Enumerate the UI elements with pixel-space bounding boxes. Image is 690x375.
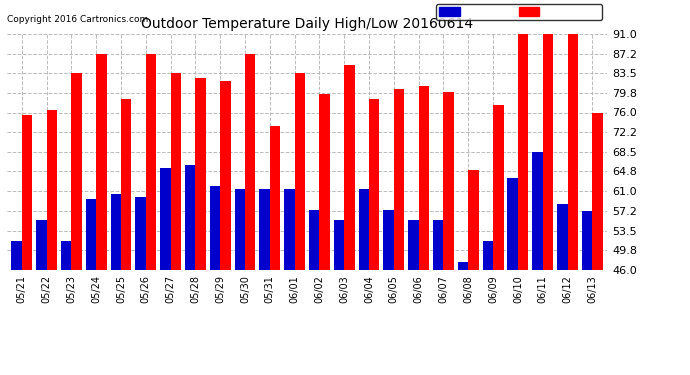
Bar (185, 165, 195, 375)
Bar (493, 105, 504, 375)
Bar (444, 92, 454, 375)
Bar (135, 196, 146, 375)
Bar (384, 210, 394, 375)
Title: Outdoor Temperature Daily High/Low 20160614: Outdoor Temperature Daily High/Low 20160… (141, 17, 473, 31)
Bar (235, 189, 245, 375)
Bar (532, 152, 543, 375)
Text: Copyright 2016 Cartronics.com: Copyright 2016 Cartronics.com (7, 15, 148, 24)
Bar (334, 220, 344, 375)
Bar (419, 86, 429, 375)
Bar (543, 34, 553, 375)
Bar (170, 73, 181, 375)
Bar (309, 210, 319, 375)
Bar (110, 194, 121, 375)
Bar (195, 78, 206, 375)
Bar (592, 112, 603, 375)
Bar (518, 34, 529, 375)
Bar (359, 189, 369, 375)
Bar (344, 65, 355, 375)
Bar (284, 189, 295, 375)
Bar (483, 241, 493, 375)
Bar (220, 81, 230, 375)
Bar (86, 199, 96, 375)
Bar (295, 73, 305, 375)
Bar (582, 211, 592, 375)
Bar (394, 89, 404, 375)
Bar (121, 99, 131, 375)
Bar (259, 189, 270, 375)
Bar (408, 220, 419, 375)
Bar (36, 220, 47, 375)
Bar (245, 54, 255, 375)
Bar (22, 115, 32, 375)
Bar (160, 168, 170, 375)
Bar (507, 178, 518, 375)
Bar (458, 262, 469, 375)
Bar (71, 73, 82, 375)
Bar (11, 241, 22, 375)
Bar (469, 170, 479, 375)
Bar (567, 34, 578, 375)
Bar (47, 110, 57, 375)
Legend: Low  (°F), High  (°F): Low (°F), High (°F) (436, 3, 602, 20)
Bar (319, 94, 330, 375)
Bar (61, 241, 71, 375)
Bar (96, 54, 107, 375)
Bar (557, 204, 567, 375)
Bar (433, 220, 444, 375)
Bar (270, 126, 280, 375)
Bar (146, 54, 156, 375)
Bar (210, 186, 220, 375)
Bar (369, 99, 380, 375)
